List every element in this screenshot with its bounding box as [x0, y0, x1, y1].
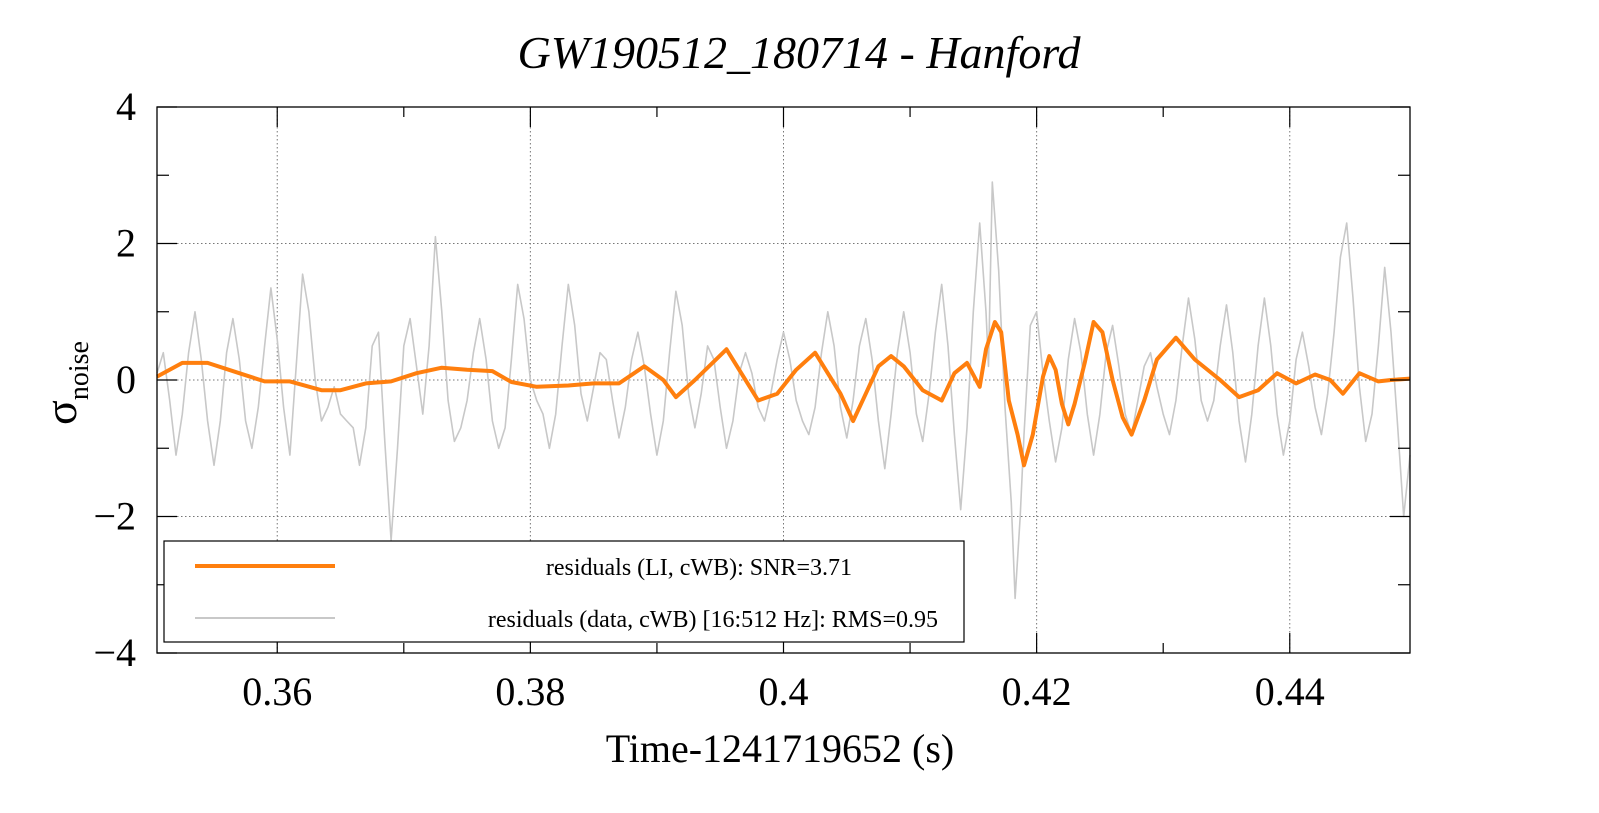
x-axis-label: Time-1241719652 (s)	[606, 726, 955, 771]
series-layer	[156, 181, 1411, 600]
legend-label-li: residuals (LI, cWB): SNR=3.71	[546, 555, 852, 581]
y-tick-label: 0	[116, 357, 136, 402]
legend-box	[163, 540, 965, 643]
legend: residuals (LI, cWB): SNR=3.71 residuals …	[163, 540, 965, 643]
axes	[156, 106, 1411, 654]
chart-title: GW190512_180714 - Hanford	[517, 27, 1081, 78]
y-tick-label: −4	[93, 630, 136, 675]
x-tick-label: 0.36	[242, 669, 312, 714]
series-data-residuals-line	[156, 181, 1411, 600]
x-tick-label: 0.38	[495, 669, 565, 714]
tick-labels: 0.36 0.38 0.4 0.42 0.44 −4 −2 0 2 4	[93, 84, 1324, 714]
legend-label-data: residuals (data, cWB) [16:512 Hz]: RMS=0…	[488, 607, 938, 633]
series-li-residuals-line	[156, 320, 1411, 468]
y-tick-label: 4	[116, 84, 136, 129]
x-tick-label: 0.42	[1002, 669, 1072, 714]
y-axis-label: σnoise	[35, 341, 95, 425]
x-tick-label: 0.44	[1255, 669, 1325, 714]
y-tick-label: −2	[93, 494, 136, 539]
x-tick-label: 0.4	[759, 669, 809, 714]
y-axis-label-main: σ	[35, 400, 86, 425]
y-axis-label-sub: noise	[64, 341, 95, 400]
y-tick-label: 2	[116, 221, 136, 266]
